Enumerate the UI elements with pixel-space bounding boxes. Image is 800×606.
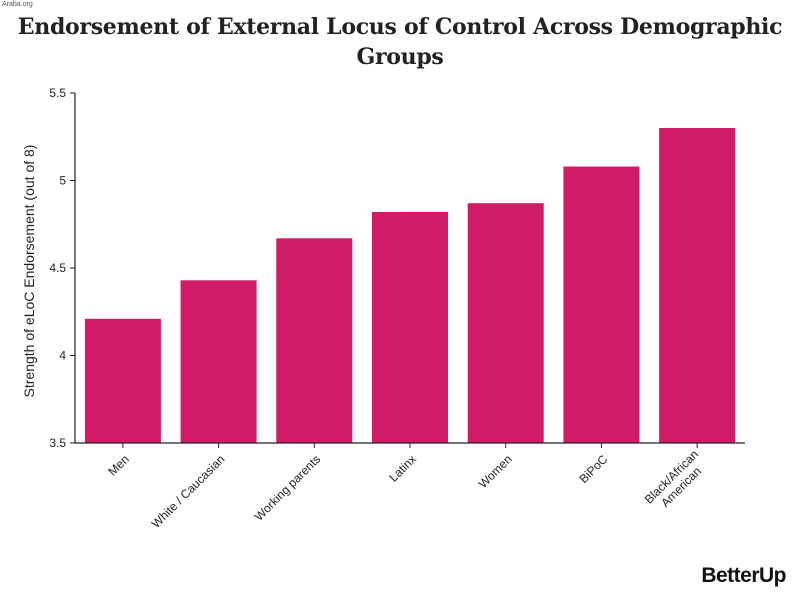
x-tick-label: BiPoC bbox=[576, 452, 610, 486]
y-tick-label: 5.5 bbox=[49, 86, 66, 100]
bar-men bbox=[84, 318, 161, 444]
bar-latinx bbox=[372, 212, 448, 443]
bar-black-african-american bbox=[659, 128, 736, 443]
y-tick-label: 4 bbox=[59, 349, 66, 363]
x-tick-label: Working parents bbox=[252, 452, 324, 524]
bar-white-caucasian bbox=[180, 280, 257, 443]
y-tick-label: 4.5 bbox=[49, 261, 66, 275]
x-tick-label: Women bbox=[476, 452, 515, 491]
x-tick-label: Men bbox=[105, 452, 131, 478]
bar-bipoc bbox=[563, 166, 640, 443]
y-tick-label: 3.5 bbox=[49, 436, 66, 450]
bar-women bbox=[467, 203, 544, 443]
bars-layer bbox=[84, 128, 736, 444]
watermark-text: Araba.org bbox=[2, 1, 33, 8]
chart-title-line-1: Endorsement of External Locus of Control… bbox=[17, 14, 783, 40]
chart-title-line-2: Groups bbox=[356, 44, 444, 70]
chart-title: Endorsement of External Locus of Control… bbox=[0, 12, 800, 72]
x-tick-label: White / Caucasian bbox=[149, 452, 228, 531]
betterup-logo: BetterUp bbox=[701, 564, 786, 587]
y-axis-title: Strength of eLoC Endorsement (out of 8) bbox=[21, 145, 37, 398]
y-tick-label: 5 bbox=[59, 174, 66, 188]
x-tick-label: Latinx bbox=[386, 452, 419, 485]
bar-working-parents bbox=[276, 238, 353, 444]
x-tick-label: Black/AfricanAmerican bbox=[642, 447, 711, 516]
